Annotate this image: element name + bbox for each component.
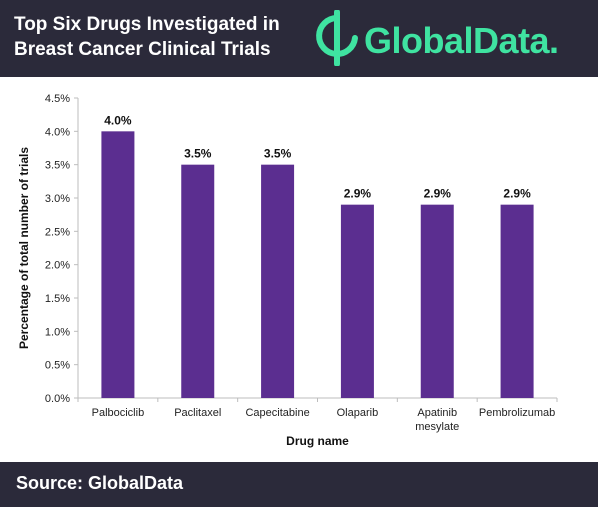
bar: [340, 204, 374, 398]
x-tick-label: mesylate: [415, 421, 459, 433]
y-tick-label: 4.5%: [45, 93, 70, 105]
x-tick-label: Palbociclib: [92, 407, 145, 419]
y-tick-label: 2.5%: [45, 226, 70, 238]
x-tick-label: Apatinib: [417, 407, 457, 419]
x-tick-label: Capecitabine: [245, 407, 309, 419]
x-axis-title: Drug name: [286, 434, 349, 448]
y-tick-label: 1.5%: [45, 293, 70, 305]
x-tick-label: Pembrolizumab: [479, 407, 555, 419]
x-tick-label: Paclitaxel: [174, 407, 221, 419]
logo-mark-icon: [316, 10, 358, 66]
data-label: 4.0%: [104, 113, 132, 127]
globaldata-logo: GlobalData.: [312, 10, 592, 66]
source-note: Source: GlobalData: [16, 473, 184, 493]
title-line-1: Top Six Drugs Investigated in: [14, 14, 280, 35]
data-label: 3.5%: [184, 147, 212, 161]
y-tick-label: 0.5%: [45, 360, 70, 372]
chart-title: Top Six Drugs Investigated in Breast Can…: [14, 12, 314, 62]
bar: [101, 131, 135, 399]
footer-banner: Source: GlobalData: [0, 462, 598, 507]
y-tick-label: 1.0%: [45, 326, 70, 338]
bar-chart: 0.0% 0.5% 1.0% 1.5% 2.0% 2.5% 3.0% 3.5% 4.0% 4.5%…: [17, 93, 558, 448]
bar: [500, 204, 534, 398]
y-tick-label: 4.0%: [45, 126, 70, 138]
title-line-2: Breast Cancer Clinical Trials: [14, 39, 271, 60]
y-tick-label: 3.0%: [45, 193, 70, 205]
bar: [181, 164, 215, 398]
logo-wordmark: GlobalData.: [364, 20, 559, 61]
y-tick-label: 0.0%: [45, 393, 70, 405]
bar: [261, 164, 295, 398]
data-label: 3.5%: [264, 147, 292, 161]
y-tick-label: 3.5%: [45, 160, 70, 172]
data-label: 2.9%: [424, 187, 452, 201]
x-tick-label: Olaparib: [337, 407, 379, 419]
y-axis-title: Percentage of total number of trials: [17, 147, 31, 349]
chart-area: 0.0% 0.5% 1.0% 1.5% 2.0% 2.5% 3.0% 3.5% 4.0% 4.5%…: [0, 77, 598, 462]
bar: [420, 204, 454, 398]
data-label: 2.9%: [344, 187, 372, 201]
data-label: 2.9%: [503, 187, 531, 201]
y-tick-label: 2.0%: [45, 260, 70, 272]
header-banner: Top Six Drugs Investigated in Breast Can…: [0, 0, 598, 77]
